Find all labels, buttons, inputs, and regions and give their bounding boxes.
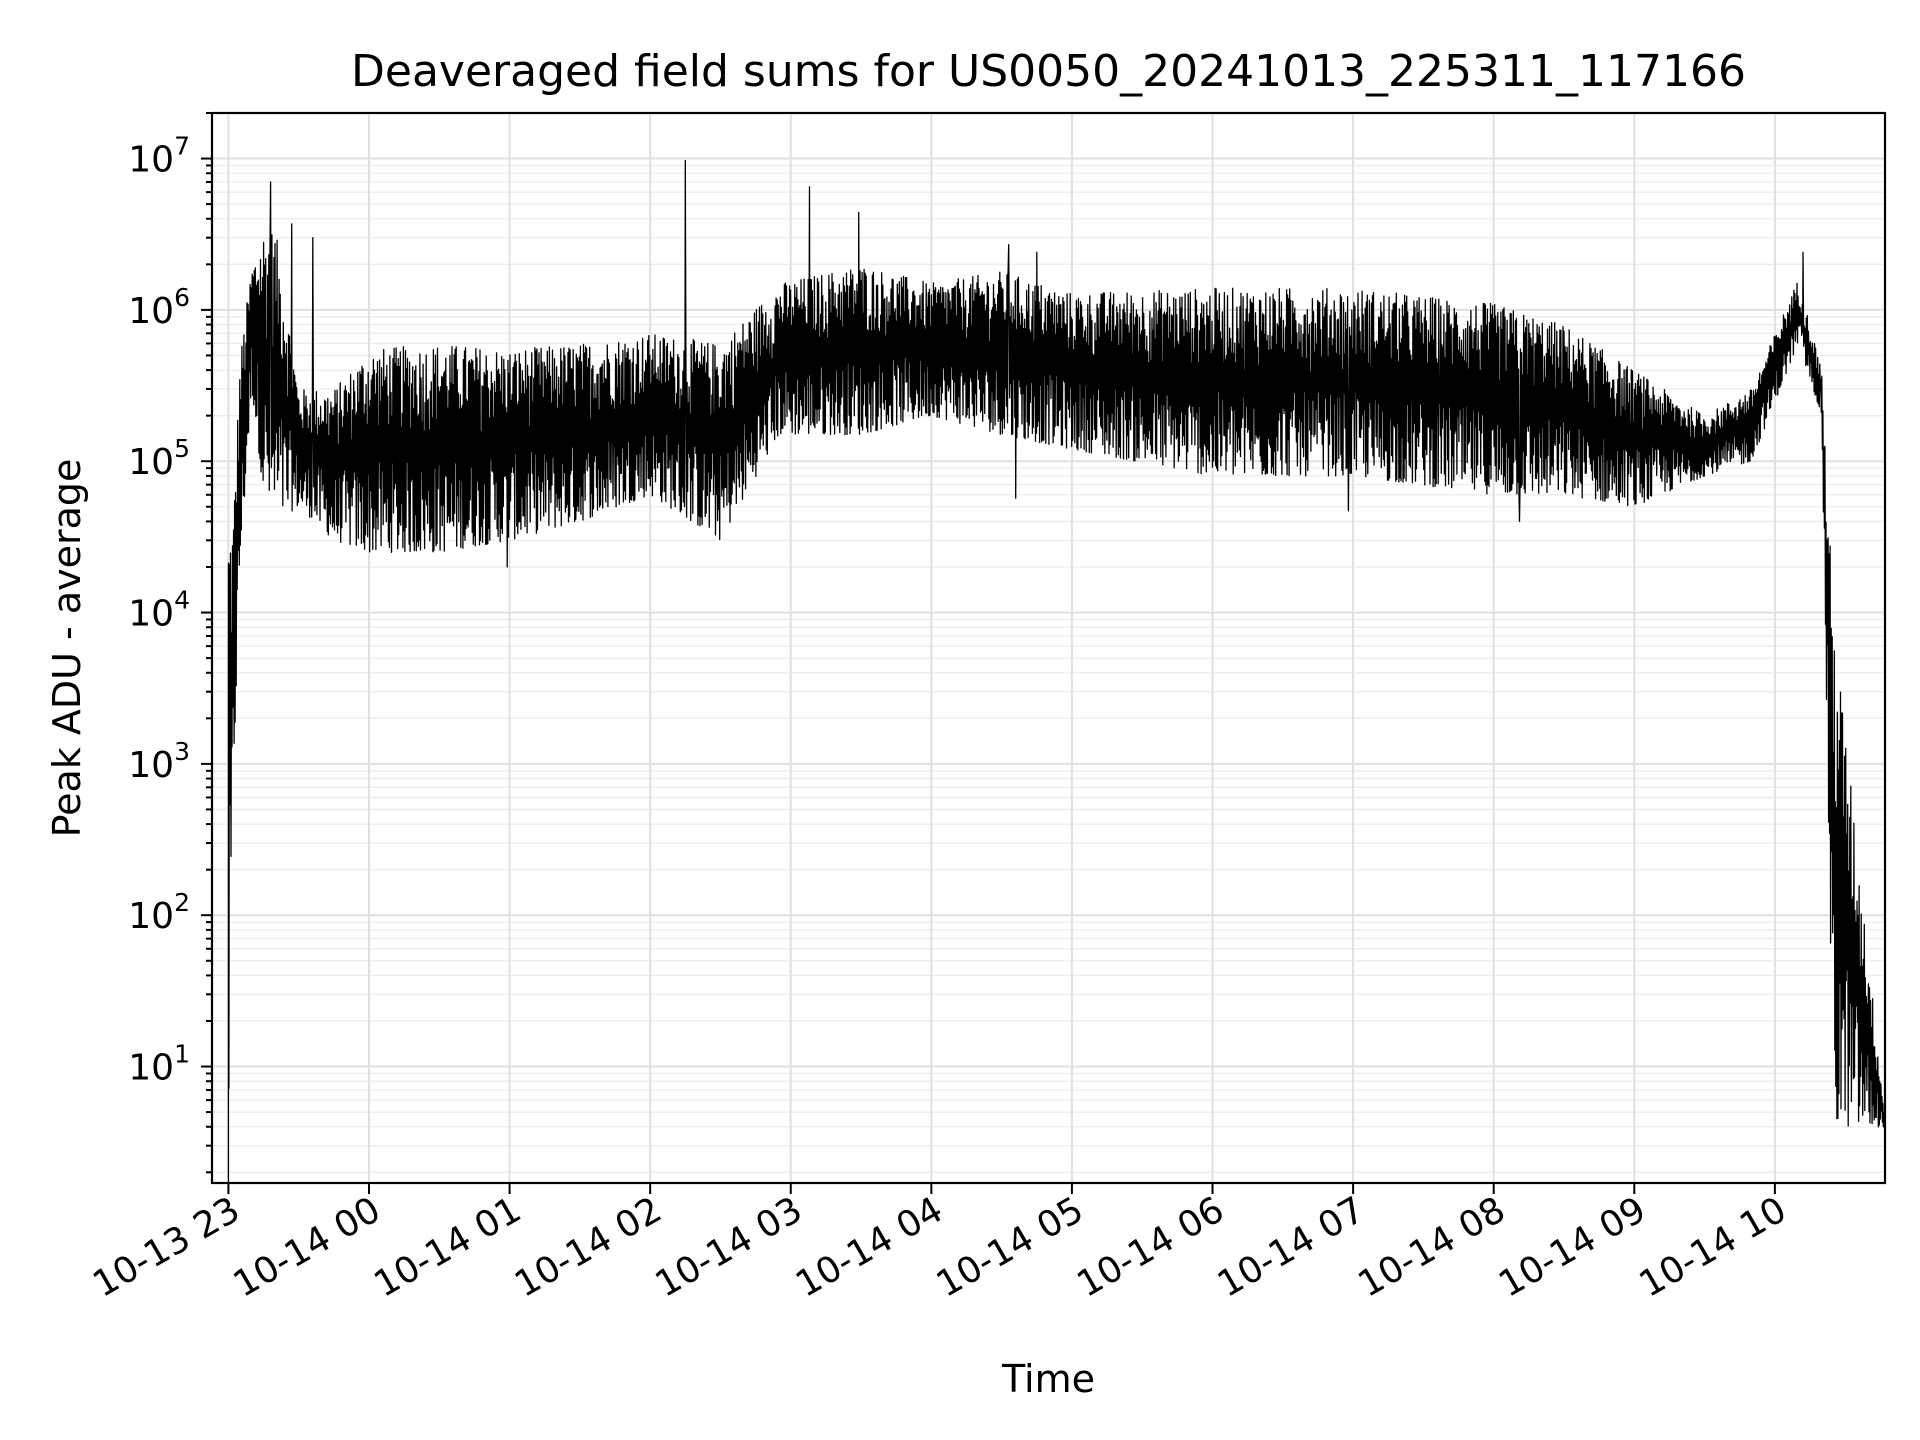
y-tick-label: 102 [128, 888, 190, 937]
grid [212, 112, 1885, 1183]
y-tick-label: 106 [128, 283, 190, 332]
chart-title: Deaveraged field sums for US0050_2024101… [351, 46, 1746, 97]
y-tick-label: 105 [128, 434, 190, 483]
y-axis-label: Peak ADU - average [45, 459, 89, 838]
series-line [227, 159, 1886, 1183]
y-tick-label: 104 [128, 586, 190, 635]
y-axis: 101 102 103 104 105 106 107 [128, 112, 212, 1174]
plot-frame [210, 111, 1887, 1185]
y-tick-label: 107 [128, 132, 190, 181]
series-layer [227, 159, 1886, 1183]
y-tick-label: 101 [128, 1040, 190, 1089]
x-axis-label: Time [1001, 1357, 1095, 1401]
y-tick-label: 103 [128, 737, 190, 786]
